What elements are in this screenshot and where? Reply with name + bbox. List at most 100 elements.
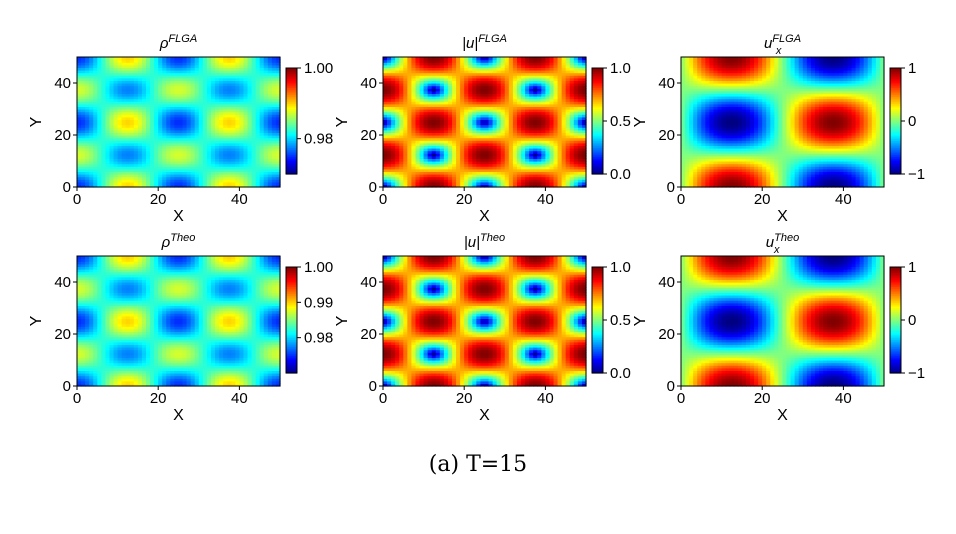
heatmap-cell bbox=[407, 163, 413, 167]
heatmap-cell bbox=[577, 166, 583, 170]
heatmap-cell bbox=[476, 129, 482, 133]
heatmap-cell bbox=[113, 109, 119, 113]
heatmap-cell bbox=[125, 88, 131, 92]
heatmap-cell bbox=[263, 168, 269, 172]
heatmap-cell bbox=[93, 101, 98, 105]
heatmap-cell bbox=[109, 80, 115, 84]
heatmap-cell bbox=[255, 168, 261, 172]
heatmap-cell bbox=[452, 93, 457, 97]
heatmap-cell bbox=[472, 114, 477, 118]
heatmap-cell bbox=[512, 137, 518, 141]
heatmap-cell bbox=[85, 90, 90, 94]
heatmap-cell bbox=[460, 59, 465, 63]
heatmap-cell bbox=[121, 101, 127, 105]
heatmap-cell bbox=[206, 129, 212, 133]
heatmap-cell bbox=[508, 176, 514, 180]
heatmap-cell bbox=[480, 96, 486, 100]
heatmap-cell bbox=[500, 184, 506, 188]
heatmap-cell bbox=[439, 150, 445, 154]
heatmap-cell bbox=[537, 127, 542, 131]
heatmap-cell bbox=[480, 106, 486, 110]
heatmap-cell bbox=[492, 181, 498, 185]
heatmap-cell bbox=[101, 176, 107, 180]
heatmap-cell bbox=[480, 140, 486, 144]
heatmap-cell bbox=[496, 109, 502, 113]
heatmap-cell bbox=[141, 77, 147, 81]
heatmap-cell bbox=[512, 57, 518, 61]
heatmap-cell bbox=[391, 57, 396, 61]
heatmap-cell bbox=[267, 57, 273, 61]
heatmap-cell bbox=[194, 168, 200, 172]
heatmap-cell bbox=[223, 174, 228, 178]
heatmap-cell bbox=[137, 83, 143, 87]
heatmap-cell bbox=[553, 122, 559, 126]
heatmap-cell bbox=[492, 184, 498, 188]
heatmap-cell bbox=[271, 158, 277, 162]
heatmap-cell bbox=[137, 72, 143, 76]
heatmap-cell bbox=[545, 62, 551, 66]
heatmap-cell bbox=[533, 142, 538, 146]
heatmap-cell bbox=[500, 148, 506, 152]
heatmap-cell bbox=[101, 150, 107, 154]
heatmap-cell bbox=[456, 145, 461, 149]
heatmap-cell bbox=[215, 72, 220, 76]
heatmap-cell bbox=[447, 83, 453, 87]
heatmap-cell bbox=[407, 174, 413, 178]
heatmap-cell bbox=[174, 62, 180, 66]
heatmap-cell bbox=[113, 181, 119, 185]
heatmap-cell bbox=[407, 90, 413, 94]
heatmap-cell bbox=[553, 166, 559, 170]
heatmap-cell bbox=[415, 124, 421, 128]
heatmap-cell bbox=[174, 155, 180, 159]
heatmap-cell bbox=[537, 179, 542, 183]
heatmap-cell bbox=[158, 135, 163, 139]
heatmap-cell bbox=[77, 106, 82, 110]
heatmap-cell bbox=[178, 114, 184, 118]
heatmap-cell bbox=[423, 168, 429, 172]
heatmap-cell bbox=[516, 75, 522, 79]
heatmap-cell bbox=[415, 70, 421, 74]
colorbar-swatch bbox=[286, 138, 297, 142]
heatmap-cell bbox=[521, 184, 526, 188]
heatmap-cell bbox=[504, 57, 510, 61]
heatmap-cell bbox=[427, 93, 433, 97]
heatmap-cell bbox=[263, 148, 269, 152]
heatmap-cell bbox=[231, 80, 236, 84]
heatmap-cell bbox=[154, 103, 159, 107]
heatmap-cell bbox=[259, 106, 265, 110]
heatmap-cell bbox=[447, 96, 453, 100]
heatmap-cell bbox=[247, 67, 253, 71]
heatmap-cell bbox=[255, 90, 261, 94]
heatmap-cell bbox=[480, 137, 486, 141]
heatmap-cell bbox=[255, 140, 261, 144]
heatmap-cell bbox=[162, 77, 167, 81]
heatmap-cell bbox=[565, 72, 571, 76]
heatmap-cell bbox=[395, 174, 400, 178]
heatmap-cell bbox=[146, 57, 151, 61]
heatmap-cell bbox=[395, 127, 400, 131]
heatmap-cell bbox=[198, 181, 204, 185]
heatmap-cell bbox=[395, 93, 400, 97]
heatmap-cell bbox=[435, 111, 441, 115]
heatmap-cell bbox=[468, 168, 473, 172]
heatmap-cell bbox=[573, 168, 579, 172]
heatmap-cell bbox=[109, 106, 115, 110]
heatmap-cell bbox=[146, 135, 151, 139]
y-tick-label: 40 bbox=[54, 75, 71, 92]
heatmap-cell bbox=[243, 90, 249, 94]
heatmap-cell bbox=[267, 67, 273, 71]
heatmap-cell bbox=[243, 161, 249, 165]
heatmap-cell bbox=[137, 145, 143, 149]
heatmap-cell bbox=[443, 150, 449, 154]
heatmap-cell bbox=[190, 72, 196, 76]
heatmap-cell bbox=[545, 59, 551, 63]
colorbar-swatch bbox=[286, 128, 297, 131]
heatmap-cell bbox=[81, 142, 86, 146]
heatmap-cell bbox=[431, 181, 437, 185]
heatmap-cell bbox=[235, 77, 240, 81]
heatmap-cell bbox=[137, 77, 143, 81]
heatmap-cell bbox=[239, 101, 245, 105]
heatmap-cell bbox=[423, 132, 429, 136]
heatmap-cell bbox=[101, 171, 107, 175]
heatmap-cell bbox=[109, 62, 115, 66]
